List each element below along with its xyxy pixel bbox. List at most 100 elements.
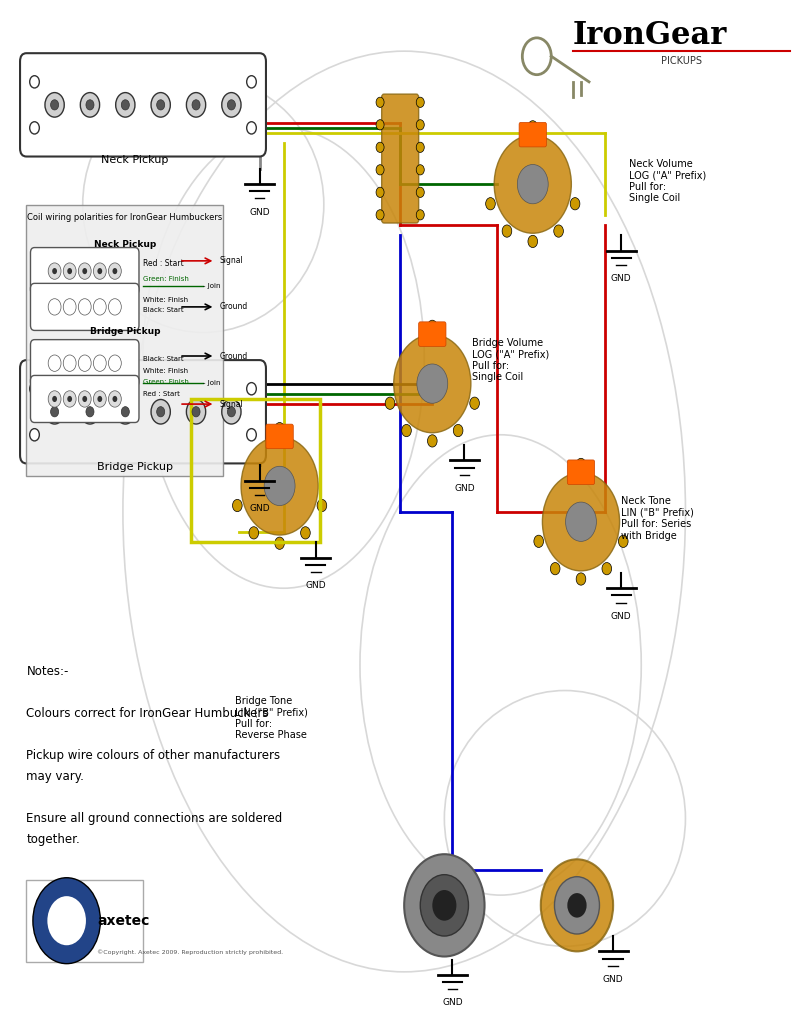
Circle shape [116, 93, 135, 118]
Circle shape [67, 396, 72, 402]
Circle shape [376, 120, 384, 130]
Circle shape [602, 563, 612, 575]
FancyBboxPatch shape [31, 340, 139, 387]
Circle shape [78, 299, 91, 315]
Circle shape [247, 76, 256, 88]
Circle shape [416, 187, 424, 197]
Circle shape [93, 263, 106, 279]
Circle shape [528, 235, 538, 248]
Circle shape [534, 535, 543, 547]
Circle shape [98, 268, 102, 274]
Circle shape [566, 502, 596, 541]
Circle shape [51, 100, 59, 110]
FancyBboxPatch shape [31, 375, 139, 422]
FancyBboxPatch shape [31, 248, 139, 295]
Circle shape [78, 263, 91, 279]
Text: ©Copyright. Axetec 2009. Reproduction strictly prohibited.: ©Copyright. Axetec 2009. Reproduction st… [98, 949, 284, 955]
Circle shape [82, 268, 87, 274]
FancyBboxPatch shape [418, 322, 446, 347]
FancyBboxPatch shape [382, 94, 418, 223]
Text: GND: GND [611, 612, 631, 621]
Circle shape [98, 396, 102, 402]
Circle shape [394, 335, 471, 433]
Circle shape [222, 93, 241, 118]
Circle shape [109, 299, 122, 315]
Circle shape [63, 299, 76, 315]
Circle shape [249, 527, 259, 539]
Text: Notes:-

Colours correct for IronGear Humbuckers

Pickup wire colours of other m: Notes:- Colours correct for IronGear Hum… [27, 665, 283, 846]
Circle shape [517, 165, 548, 204]
Circle shape [81, 399, 100, 424]
Circle shape [48, 299, 61, 315]
Circle shape [186, 93, 206, 118]
Text: PICKUPS: PICKUPS [661, 56, 702, 66]
Circle shape [30, 76, 39, 88]
Text: axetec: axetec [98, 914, 150, 928]
Circle shape [151, 93, 170, 118]
Circle shape [453, 425, 463, 437]
Circle shape [247, 429, 256, 441]
Circle shape [116, 399, 135, 424]
Circle shape [67, 268, 72, 274]
Text: GND: GND [305, 581, 326, 590]
Circle shape [376, 210, 384, 220]
Text: GND: GND [611, 274, 631, 283]
Circle shape [109, 355, 122, 371]
Circle shape [416, 210, 424, 220]
Circle shape [618, 535, 628, 547]
Circle shape [264, 466, 295, 505]
Circle shape [122, 406, 129, 417]
Text: GND: GND [249, 208, 270, 217]
Text: Bridge Pickup: Bridge Pickup [97, 462, 173, 473]
Circle shape [45, 93, 64, 118]
Text: Bridge Tone
LIN ("B" Prefix)
Pull for:
Reverse Phase: Bridge Tone LIN ("B" Prefix) Pull for: R… [235, 696, 308, 741]
Text: Black: Start: Black: Start [143, 307, 184, 313]
Circle shape [301, 527, 310, 539]
Circle shape [113, 396, 118, 402]
Bar [191, 399, 320, 542]
Circle shape [417, 364, 448, 403]
Circle shape [427, 320, 437, 332]
Circle shape [420, 875, 468, 936]
Circle shape [192, 100, 200, 110]
Circle shape [416, 97, 424, 107]
Text: Bridge Pickup: Bridge Pickup [89, 327, 160, 337]
FancyBboxPatch shape [567, 460, 595, 485]
FancyBboxPatch shape [266, 425, 293, 449]
Circle shape [275, 422, 285, 435]
Circle shape [550, 563, 560, 575]
Circle shape [376, 165, 384, 175]
Text: Black: Start: Black: Start [143, 356, 184, 362]
Circle shape [416, 142, 424, 152]
Circle shape [232, 499, 242, 512]
Circle shape [45, 399, 64, 424]
Text: Green: Finish: Green: Finish [143, 379, 189, 385]
Circle shape [78, 355, 91, 371]
Circle shape [48, 355, 61, 371]
Circle shape [247, 122, 256, 134]
Circle shape [247, 383, 256, 395]
Text: GND: GND [454, 484, 475, 493]
Circle shape [227, 406, 235, 417]
Circle shape [222, 399, 241, 424]
Circle shape [48, 896, 86, 945]
Circle shape [78, 391, 91, 407]
Circle shape [93, 355, 106, 371]
FancyBboxPatch shape [20, 53, 266, 157]
Circle shape [63, 391, 76, 407]
Circle shape [528, 121, 538, 133]
Circle shape [416, 120, 424, 130]
Circle shape [542, 473, 620, 571]
Circle shape [109, 263, 122, 279]
Circle shape [156, 406, 164, 417]
Text: Neck Tone
LIN ("B" Prefix)
Pull for: Series
with Bridge: Neck Tone LIN ("B" Prefix) Pull for: Ser… [621, 496, 694, 541]
Text: Neck Pickup: Neck Pickup [93, 240, 156, 250]
Circle shape [151, 399, 170, 424]
Circle shape [82, 396, 87, 402]
Text: Signal: Signal [219, 257, 243, 265]
FancyBboxPatch shape [20, 360, 266, 463]
Circle shape [376, 142, 384, 152]
Circle shape [156, 100, 164, 110]
Circle shape [317, 499, 326, 512]
Circle shape [192, 406, 200, 417]
